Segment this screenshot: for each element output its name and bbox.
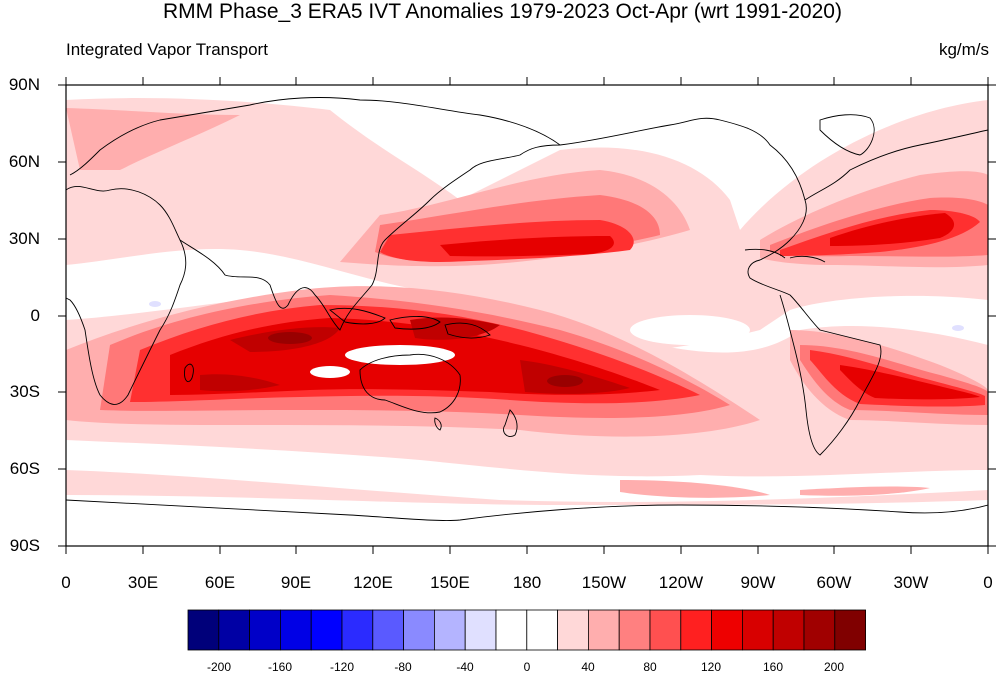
lon-label-60e: 60E bbox=[204, 573, 236, 592]
colorbar-label: 120 bbox=[700, 660, 722, 674]
peak-anomaly bbox=[268, 332, 583, 387]
lon-label-90w: 90W bbox=[740, 573, 776, 592]
colorbar-swatch bbox=[588, 609, 620, 651]
map-title: RMM Phase_3 ERA5 IVT Anomalies 1979-2023… bbox=[163, 0, 842, 23]
colorbar-swatch bbox=[742, 609, 774, 651]
lon-label-150e: 150E bbox=[430, 573, 470, 592]
lon-label-30e: 30E bbox=[127, 573, 159, 592]
colorbar-label: 40 bbox=[581, 660, 595, 674]
lon-label-90e: 90E bbox=[280, 573, 312, 592]
colorbar-label: 80 bbox=[643, 660, 657, 674]
lon-label-120w: 120W bbox=[658, 573, 704, 592]
colorbar-swatch bbox=[187, 609, 220, 651]
lat-label-60s: 60S bbox=[9, 459, 40, 478]
colorbar-swatch bbox=[249, 609, 281, 651]
lon-label-120e: 120E bbox=[353, 573, 393, 592]
colorbar-swatch bbox=[218, 609, 251, 651]
lon-label-180: 180 bbox=[512, 573, 542, 592]
lat-label-90s: 90S bbox=[9, 536, 40, 555]
colorbar-swatch bbox=[526, 609, 558, 651]
colorbar-label: -80 bbox=[394, 660, 412, 674]
colorbar-swatch bbox=[618, 609, 651, 651]
colorbar-swatch bbox=[433, 609, 466, 651]
coastlines bbox=[66, 97, 988, 521]
colorbar bbox=[187, 609, 866, 651]
lat-label-30s: 30S bbox=[9, 382, 40, 401]
axis-ticks bbox=[58, 77, 996, 554]
colorbar-label: 160 bbox=[762, 660, 784, 674]
colorbar-label: -160 bbox=[267, 660, 293, 674]
colorbar-swatch bbox=[711, 609, 743, 651]
colorbar-swatch bbox=[341, 609, 374, 651]
colorbar-swatch bbox=[464, 609, 497, 651]
anomaly-field bbox=[66, 85, 988, 546]
colorbar-swatch bbox=[772, 609, 805, 651]
colorbar-label: 200 bbox=[823, 660, 845, 674]
weak-negative-anomaly bbox=[149, 301, 964, 331]
lat-label-60n: 60N bbox=[8, 152, 40, 171]
colorbar-swatch bbox=[680, 609, 712, 651]
lon-label-30w: 30W bbox=[893, 573, 929, 592]
units-label: kg/m/s bbox=[938, 40, 989, 59]
colorbar-label: -120 bbox=[329, 660, 355, 674]
variable-label: Integrated Vapor Transport bbox=[66, 40, 268, 59]
colorbar-label: -40 bbox=[456, 660, 474, 674]
lat-label-0: 0 bbox=[30, 306, 40, 325]
colorbar-swatch bbox=[649, 609, 682, 651]
colorbar-label: -200 bbox=[206, 660, 232, 674]
colorbar-swatch bbox=[803, 609, 836, 651]
lat-label-30n: 30N bbox=[8, 229, 40, 248]
colorbar-swatch bbox=[310, 609, 343, 651]
lon-label-0-east: 0 bbox=[983, 573, 993, 592]
lon-label-150w: 150W bbox=[581, 573, 627, 592]
colorbar-swatch bbox=[834, 609, 866, 651]
colorbar-swatch bbox=[557, 609, 589, 651]
lon-label-0: 0 bbox=[61, 573, 71, 592]
lon-label-60w: 60W bbox=[816, 573, 852, 592]
colorbar-swatch bbox=[403, 609, 435, 651]
lat-label-90n: 90N bbox=[8, 75, 40, 94]
colorbar-swatch bbox=[495, 609, 528, 651]
colorbar-swatch bbox=[372, 609, 404, 651]
colorbar-swatch bbox=[279, 609, 312, 651]
colorbar-label: 0 bbox=[523, 660, 531, 674]
